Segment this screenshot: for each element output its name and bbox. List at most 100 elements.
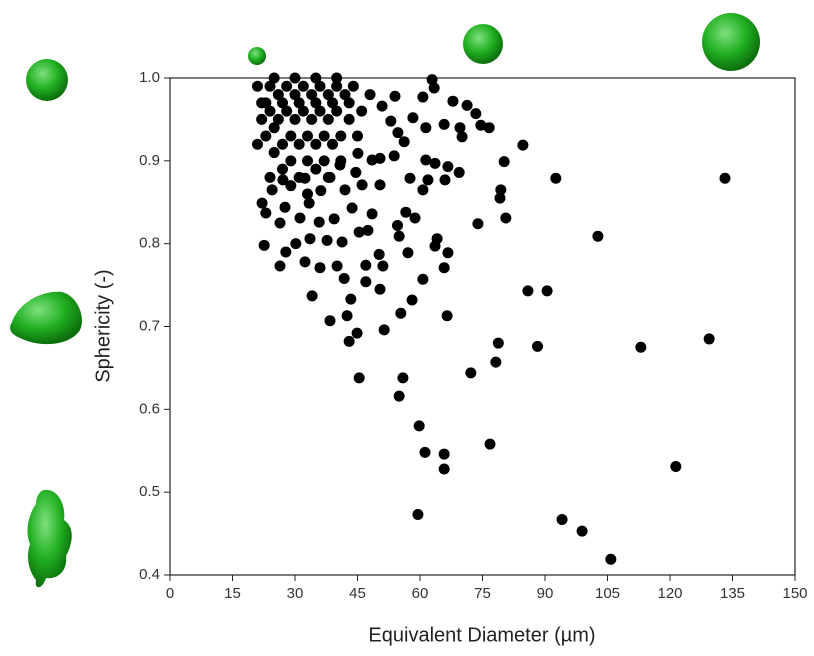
scatter-point [417, 273, 429, 285]
y-axis-title: Sphericity (-) [92, 269, 114, 382]
scatter-point [313, 216, 325, 228]
scatter-point [483, 122, 495, 134]
scatter-point [392, 127, 404, 139]
scatter-point [353, 226, 365, 238]
scatter-point [322, 89, 334, 101]
x-tick-label: 0 [166, 585, 174, 602]
scatter-point [395, 307, 407, 319]
scatter-point [258, 239, 270, 251]
scatter-point [281, 80, 293, 92]
scatter-point [343, 335, 355, 347]
scatter-point [438, 262, 450, 274]
scatter-point [417, 184, 429, 196]
y-tick-label: 0.9 [139, 152, 160, 169]
scatter-point [360, 259, 372, 271]
scatter-point [335, 155, 347, 167]
scatter-point [318, 130, 330, 142]
scatter-point [343, 97, 355, 109]
scatter-point [285, 180, 297, 192]
scatter-point [454, 122, 466, 134]
scatter-point [306, 89, 318, 101]
scatter-point [314, 262, 326, 274]
scatter-point [272, 89, 284, 101]
scatter-point [272, 113, 284, 125]
particle-illustrations [10, 13, 760, 588]
scatter-point [303, 197, 315, 209]
scatter-point [314, 105, 326, 117]
scatter-point [293, 138, 305, 150]
scatter-point [404, 172, 416, 184]
scatter-point [293, 97, 305, 109]
scatter-point [335, 130, 347, 142]
scatter-point [294, 212, 306, 224]
x-tick-label: 150 [782, 585, 807, 602]
scatter-point [420, 122, 432, 134]
x-tick-label: 45 [349, 585, 366, 602]
scatter-point [280, 246, 292, 258]
scatter-point [274, 260, 286, 272]
scatter-point [343, 113, 355, 125]
scatter-point [277, 163, 288, 175]
scatter-point [498, 156, 510, 168]
scatter-point [351, 327, 363, 339]
x-tick-label: 120 [657, 585, 682, 602]
scatter-point [438, 463, 450, 475]
scatter-point [339, 184, 351, 196]
scatter-point [315, 185, 327, 197]
scatter-point [297, 80, 309, 92]
scatter-point [302, 155, 313, 167]
scatter-point [719, 172, 731, 184]
scatter-point [422, 174, 434, 186]
scatter-point [353, 372, 365, 384]
scatter-point [376, 100, 388, 112]
scatter-point [304, 233, 316, 245]
scatter-point [327, 138, 338, 150]
scatter-point [290, 238, 302, 250]
scatter-point [407, 112, 419, 124]
scatter-point [322, 113, 334, 125]
scatter-point [374, 283, 386, 295]
scatter-point [366, 208, 378, 220]
scatter-point [362, 224, 374, 236]
scatter-point [289, 72, 301, 84]
scatter-point [268, 122, 280, 134]
x-tick-label: 90 [537, 585, 554, 602]
particle-icon [10, 291, 82, 345]
scatter-point [331, 72, 343, 84]
scatter-point [447, 95, 459, 107]
scatter-point [318, 155, 330, 167]
scatter-point [356, 179, 368, 191]
x-tick-label: 15 [224, 585, 241, 602]
x-tick-label: 105 [595, 585, 620, 602]
scatter-point [331, 260, 343, 272]
scatter-point [522, 285, 534, 297]
scatter-point [420, 154, 432, 166]
scatter-point [289, 113, 301, 125]
scatter-point [331, 80, 343, 92]
scatter-point [385, 115, 397, 127]
scatter-point [266, 184, 278, 196]
scatter-point [345, 293, 357, 305]
particle-icon [248, 47, 266, 65]
scatter-point [605, 553, 617, 565]
x-tick-label: 60 [412, 585, 429, 602]
scatter-point [402, 247, 414, 259]
scatter-point [388, 150, 400, 162]
scatter-point [429, 240, 441, 252]
scatter-point [517, 139, 529, 151]
scatter-point [327, 97, 338, 109]
y-tick-label: 0.8 [139, 235, 160, 252]
scatter-point [417, 91, 429, 103]
scatter-point [393, 390, 405, 402]
scatter-point [310, 72, 322, 84]
scatter-point [338, 272, 350, 284]
scatter-point [281, 105, 293, 117]
scatter-point [260, 97, 272, 109]
scatter-point [374, 179, 386, 191]
scatter-point [398, 136, 410, 148]
x-tick-label: 30 [287, 585, 304, 602]
scatter-point [339, 89, 351, 101]
scatter-point [264, 80, 276, 92]
